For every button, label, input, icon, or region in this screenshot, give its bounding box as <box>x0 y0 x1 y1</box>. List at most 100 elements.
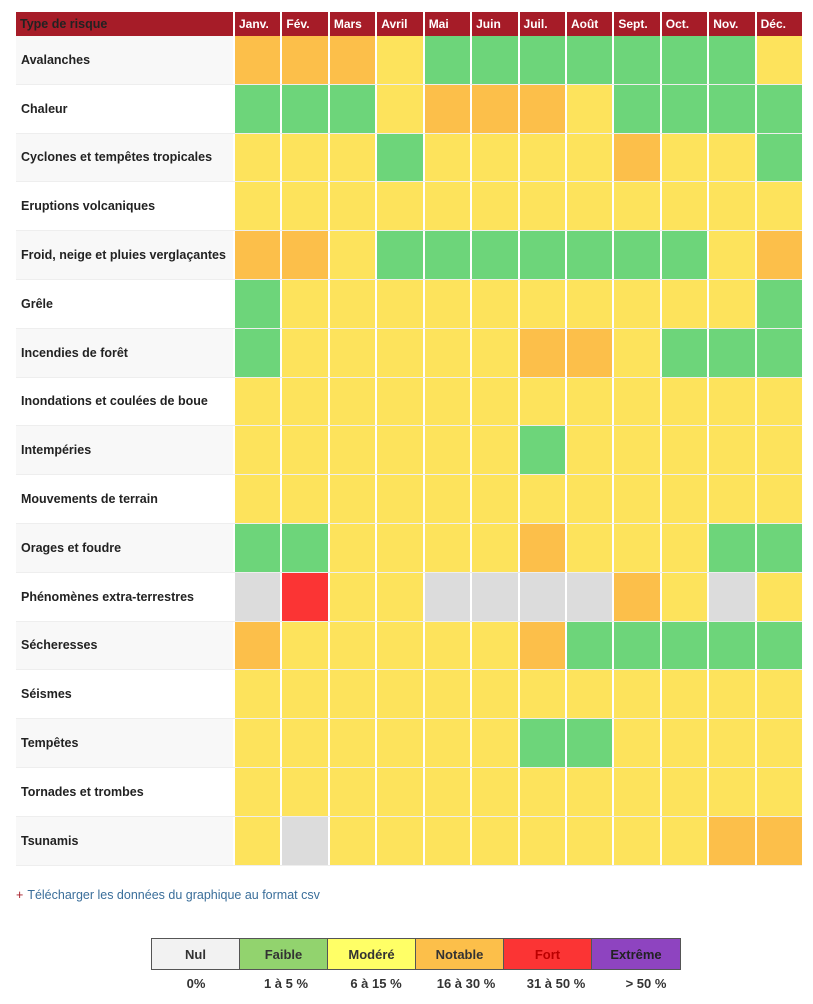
legend-range: 1 à 5 % <box>263 976 309 991</box>
risk-label: Sécheresses <box>16 621 233 670</box>
heat-cell-modéré <box>375 377 423 426</box>
heat-cell-modéré <box>564 475 613 523</box>
heat-cell-modéré <box>470 767 518 816</box>
heat-cell-notable <box>517 621 565 670</box>
heat-cell-modéré <box>422 182 471 231</box>
legend: Nul Faible Modéré Notable Fort Extrême <box>151 938 681 970</box>
heat-cell-modéré <box>564 670 613 719</box>
heat-cell-faible <box>517 426 565 475</box>
heat-cell-faible <box>612 84 660 133</box>
heat-cell-notable <box>754 231 803 279</box>
download-csv-link[interactable]: + Télécharger les données du graphique au… <box>16 888 320 902</box>
heat-cell-modéré <box>327 133 376 182</box>
heat-cell-modéré <box>280 133 328 182</box>
heat-cell-faible <box>517 231 565 279</box>
risk-label: Grêle <box>21 296 53 311</box>
heat-cell-modéré <box>375 767 423 816</box>
heat-cell-modéré <box>564 767 613 816</box>
heat-cell-modéré <box>327 767 376 816</box>
heat-cell-faible <box>754 523 803 572</box>
heat-cell-modéré <box>422 670 471 719</box>
heat-cell-modéré <box>422 621 471 670</box>
heat-cell-notable <box>517 523 565 572</box>
heat-cell-modéré <box>754 572 803 621</box>
month-header: Oct. <box>659 12 707 36</box>
heat-cell-modéré <box>612 377 660 426</box>
heat-cell-faible <box>659 36 708 84</box>
heat-cell-modéré <box>470 475 518 523</box>
heat-cell-nul <box>517 572 565 621</box>
heat-cell-modéré <box>754 182 803 231</box>
heat-cell-faible <box>659 84 708 133</box>
heat-cell-faible <box>470 36 518 84</box>
risk-label: Tempêtes <box>16 719 233 767</box>
legend-range: 31 à 50 % <box>526 976 586 991</box>
heat-cell-modéré <box>422 523 471 572</box>
heat-cell-modéré <box>517 182 565 231</box>
month-header: Avril <box>375 12 422 36</box>
risk-label: Tsunamis <box>16 816 233 865</box>
heat-cell-modéré <box>422 377 471 426</box>
legend-swatch: Modéré <box>328 939 416 969</box>
heat-cell-faible <box>375 231 423 279</box>
month-header: Août <box>564 12 612 36</box>
heat-cell-modéré <box>327 523 376 572</box>
legend-ranges: 0% 1 à 5 % 6 à 15 % 16 à 30 % 31 à 50 % > 50 … <box>151 976 691 991</box>
heat-cell-modéré <box>707 719 755 767</box>
heat-cell-modéré <box>517 133 565 182</box>
heat-cell-modéré <box>707 475 755 523</box>
heat-cell-modéré <box>754 670 803 719</box>
heat-cell-modéré <box>659 572 708 621</box>
heat-cell-modéré <box>422 328 471 377</box>
heat-cell-modéré <box>659 279 708 328</box>
risk-row: Mouvements de terrain <box>16 475 803 524</box>
heat-cell-modéré <box>564 523 613 572</box>
heat-cell-modéré <box>707 767 755 816</box>
legend-swatch: Nul <box>152 939 240 969</box>
heat-cell-faible <box>754 279 803 328</box>
heat-cell-modéré <box>375 182 423 231</box>
risk-label: Intempéries <box>16 426 233 475</box>
heat-cell-modéré <box>470 816 518 865</box>
heat-cell-modéré <box>707 231 755 279</box>
heat-cell-faible <box>707 621 755 670</box>
heat-cell-faible <box>612 621 660 670</box>
heat-cell-modéré <box>754 36 803 84</box>
heat-cell-faible <box>707 523 755 572</box>
heat-cell-modéré <box>564 279 613 328</box>
heat-cell-notable <box>564 328 613 377</box>
risk-row: Incendies de forêt <box>16 328 803 378</box>
heat-cell-faible <box>327 84 376 133</box>
heat-cell-modéré <box>470 377 518 426</box>
month-header: Janv. <box>233 12 280 36</box>
heat-cell-faible <box>233 84 281 133</box>
heat-cell-modéré <box>612 426 660 475</box>
heat-cell-modéré <box>375 426 423 475</box>
heat-cell-modéré <box>612 719 660 767</box>
heat-cell-modéré <box>375 475 423 523</box>
heat-cell-notable <box>612 133 660 182</box>
heat-cell-faible <box>517 36 565 84</box>
heat-cell-modéré <box>659 767 708 816</box>
risk-label: Froid, neige et pluies verglaçantes <box>16 231 233 279</box>
heat-cell-modéré <box>375 621 423 670</box>
heat-cell-faible <box>754 328 803 377</box>
heat-cell-modéré <box>754 767 803 816</box>
heat-cell-modéré <box>754 377 803 426</box>
heat-cell-modéré <box>470 279 518 328</box>
risk-label: Tornades et trombes <box>21 784 144 799</box>
legend-swatch: Extrême <box>592 939 680 969</box>
legend-swatch: Faible <box>240 939 328 969</box>
heat-cell-faible <box>233 279 281 328</box>
heat-cell-modéré <box>422 475 471 523</box>
heat-cell-modéré <box>564 816 613 865</box>
risk-row: Cyclones et tempêtes tropicales <box>16 133 803 183</box>
heat-cell-modéré <box>422 767 471 816</box>
heat-cell-modéré <box>233 182 281 231</box>
heat-cell-modéré <box>327 670 376 719</box>
plus-icon: + <box>16 888 24 902</box>
heat-cell-modéré <box>233 719 281 767</box>
heat-cell-modéré <box>327 621 376 670</box>
risk-row: Chaleur <box>16 84 803 134</box>
heat-cell-modéré <box>280 719 328 767</box>
